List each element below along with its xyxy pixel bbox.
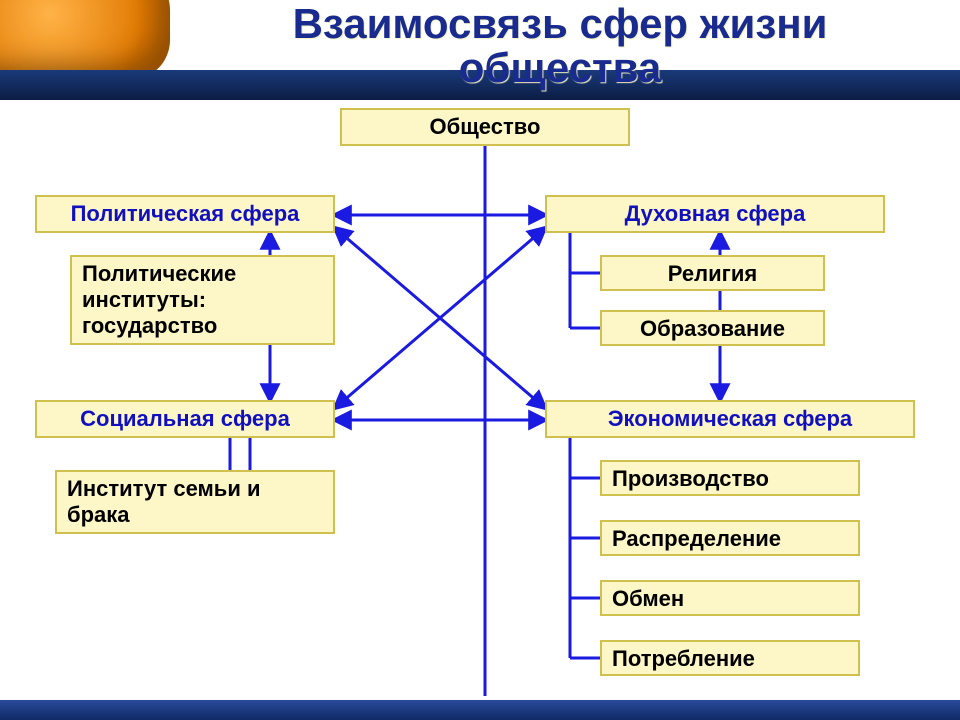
sphere-social: Социальная сфера bbox=[35, 400, 335, 438]
decorative-corner bbox=[0, 0, 170, 80]
child-label: Религия bbox=[668, 261, 757, 286]
slide-title: Взаимосвязь сфер жизни общества bbox=[180, 2, 940, 90]
sphere-label: Экономическая сфера bbox=[608, 406, 852, 431]
footer-accent-bar bbox=[0, 700, 960, 720]
root-box: Общество bbox=[340, 108, 630, 146]
child-label: Институт семьи и брака bbox=[67, 476, 261, 527]
child-economic-3: Потребление bbox=[600, 640, 860, 676]
child-label: Политические институты: государство bbox=[82, 261, 236, 338]
child-label: Обмен bbox=[612, 586, 684, 611]
sphere-label: Социальная сфера bbox=[80, 406, 290, 431]
title-line-2: общества bbox=[180, 46, 940, 90]
child-economic-1: Распределение bbox=[600, 520, 860, 556]
child-economic-2: Обмен bbox=[600, 580, 860, 616]
sphere-political: Политическая сфера bbox=[35, 195, 335, 233]
child-social-0: Институт семьи и брака bbox=[55, 470, 335, 534]
sphere-economic: Экономическая сфера bbox=[545, 400, 915, 438]
sphere-label: Политическая сфера bbox=[71, 201, 300, 226]
child-political-0: Политические институты: государство bbox=[70, 255, 335, 345]
child-label: Распределение bbox=[612, 526, 781, 551]
sphere-spiritual: Духовная сфера bbox=[545, 195, 885, 233]
child-spiritual-1: Образование bbox=[600, 310, 825, 346]
child-label: Производство bbox=[612, 466, 769, 491]
child-label: Потребление bbox=[612, 646, 755, 671]
root-label: Общество bbox=[430, 114, 541, 139]
child-label: Образование bbox=[640, 316, 785, 341]
sphere-label: Духовная сфера bbox=[625, 201, 806, 226]
child-economic-0: Производство bbox=[600, 460, 860, 496]
title-line-1: Взаимосвязь сфер жизни bbox=[180, 2, 940, 46]
child-spiritual-0: Религия bbox=[600, 255, 825, 291]
